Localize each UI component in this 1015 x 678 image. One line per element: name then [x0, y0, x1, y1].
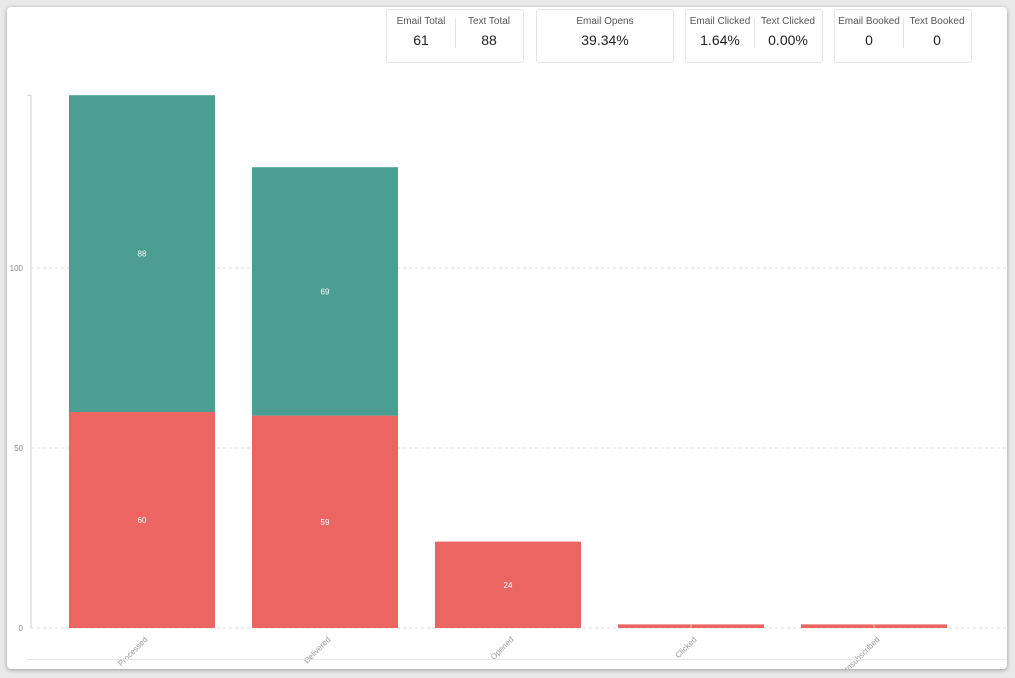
data-label: 59: [321, 518, 330, 527]
stat-card-opens: Email Opens 39.34%: [536, 9, 674, 63]
data-label: 69: [321, 287, 330, 296]
data-label: 60: [138, 516, 147, 525]
stat-label: Email Opens: [576, 16, 634, 27]
stat-label: Text Total: [467, 16, 511, 27]
bar-segment-teal: [252, 167, 398, 416]
stat-email-total: Email Total 61: [387, 10, 455, 62]
stat-card-booked: Email Booked 0 Text Booked 0: [834, 9, 972, 63]
x-tick-label: Opened: [489, 635, 515, 661]
stat-value: 1.64%: [700, 32, 740, 48]
stat-value: 0: [865, 32, 873, 48]
stat-card-totals: Email Total 61 Text Total 88: [386, 9, 524, 63]
stat-email-clicked: Email Clicked 1.64%: [686, 10, 754, 62]
data-label: 88: [138, 250, 147, 259]
stat-text-clicked: Text Clicked 0.00%: [754, 10, 822, 62]
stat-value: 39.34%: [581, 32, 629, 48]
data-label: 24: [504, 581, 513, 590]
y-tick-label: 50: [14, 444, 23, 453]
bar-segment-teal: [69, 95, 215, 412]
stat-email-opens: Email Opens 39.34%: [537, 10, 673, 62]
stat-value: 0: [933, 32, 941, 48]
stat-label: Email Total: [396, 16, 446, 27]
stat-label: Text Clicked: [761, 16, 815, 27]
stat-text-total: Text Total 88: [455, 10, 523, 62]
stat-text-booked: Text Booked 0: [903, 10, 971, 62]
bar-segment-red: [69, 412, 215, 628]
stat-email-booked: Email Booked 0: [835, 10, 903, 62]
stat-label: Text Booked: [909, 16, 965, 27]
stacked-bar-chart: 0 50 100 60 88 Processed 59 69 Delivered 24 Opened…: [10, 94, 1007, 669]
x-tick-label: Processed: [116, 635, 149, 668]
x-tick-label: Delivered: [302, 635, 332, 665]
stat-value: 61: [413, 32, 429, 48]
stat-card-clicked: Email Clicked 1.64% Text Clicked 0.00%: [685, 9, 823, 63]
x-tick-label: Clicked: [673, 635, 698, 660]
x-tick-label: Unsubscribed: [840, 635, 881, 669]
y-tick-label: 0: [19, 624, 24, 633]
stat-value: 0.00%: [768, 32, 808, 48]
stat-value: 88: [481, 32, 497, 48]
report-panel: Email Total 61 Text Total 88 Email Opens…: [7, 7, 1007, 669]
stat-label: Email Clicked: [689, 16, 751, 27]
stat-label: Email Booked: [838, 16, 900, 27]
footer-divider: [27, 659, 1007, 660]
y-tick-label: 100: [10, 264, 24, 273]
bar-segment-red: [252, 415, 398, 628]
bar-segment-red: [435, 541, 581, 628]
